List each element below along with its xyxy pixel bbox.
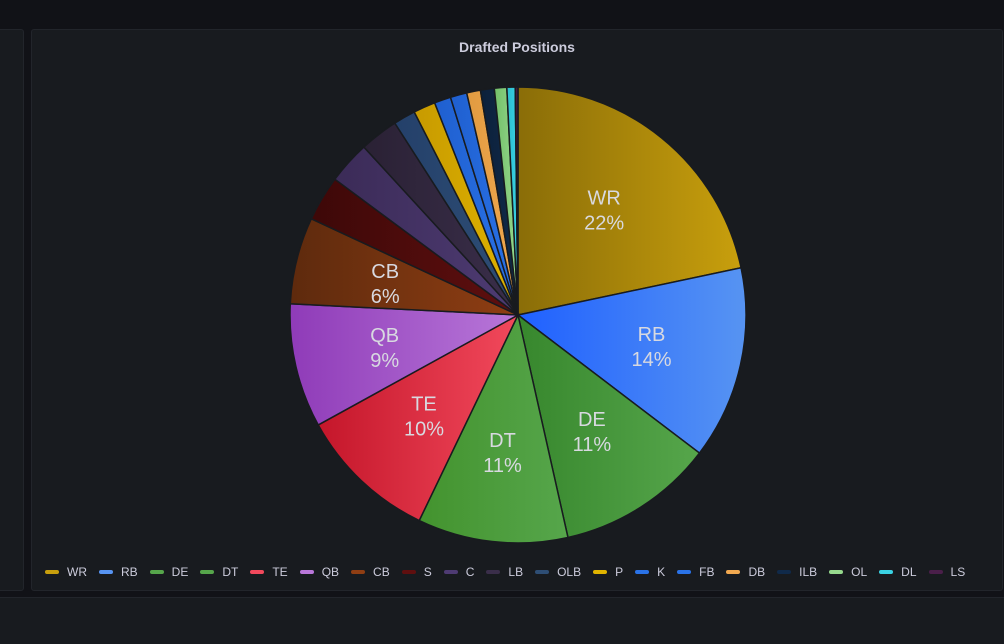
legend-item-fb[interactable]: FB (677, 565, 714, 579)
legend-label: K (657, 565, 666, 579)
legend-label: DE (171, 565, 189, 579)
slice-percent-cb: 6% (371, 286, 400, 308)
legend-swatch (250, 570, 265, 574)
slice-percent-de: 11% (573, 434, 612, 456)
legend-swatch (635, 570, 650, 574)
slice-percent-qb: 9% (370, 350, 399, 372)
slice-label-dt: DT (489, 430, 516, 452)
legend-item-c[interactable]: C (443, 565, 475, 579)
legend-swatch (99, 570, 113, 574)
legend-swatch (535, 570, 550, 574)
legend-item-wr[interactable]: WR (45, 565, 87, 579)
slice-label-cb: CB (371, 261, 399, 283)
pie-slice-wr[interactable] (517, 86, 742, 316)
slice-percent-rb: 14% (631, 349, 671, 371)
bottom-panel-strip (0, 597, 1004, 644)
legend-label: OL (851, 565, 868, 579)
chart-legend: WR RB DE DT TE QB CB S C LB OLB P K FB DB ILB OL DL LS (45, 565, 977, 579)
legend-label: OLB (557, 565, 582, 579)
pie-panel: Drafted Positions WR 22% RB 14% DE 11% DT 11% TE… (31, 29, 1003, 591)
adjacent-panel (0, 29, 24, 591)
slice-label-wr: WR (587, 188, 620, 210)
slice-percent-dt: 11% (483, 455, 522, 477)
slice-label-te: TE (411, 393, 437, 415)
legend-label: P (615, 565, 624, 579)
legend-item-olb[interactable]: OLB (535, 565, 581, 579)
pie-slice-de[interactable] (516, 313, 701, 539)
legend-label: LB (508, 565, 524, 579)
legend-label: S (423, 565, 432, 579)
legend-swatch (829, 570, 844, 574)
legend-label: TE (272, 565, 288, 579)
legend-item-dt[interactable]: DT (200, 565, 238, 579)
pie-slice-te[interactable] (317, 313, 520, 522)
legend-label: DB (748, 565, 766, 579)
pie-slice-rb[interactable] (516, 266, 747, 455)
legend-label: WR (67, 565, 87, 579)
slice-label-de: DE (578, 409, 606, 431)
legend-swatch (351, 570, 366, 574)
slice-percent-te: 10% (404, 418, 444, 440)
legend-swatch (299, 570, 314, 574)
legend-label: CB (373, 565, 390, 579)
legend-item-cb[interactable]: CB (351, 565, 390, 579)
legend-item-db[interactable]: DB (726, 565, 765, 579)
legend-label: FB (699, 565, 715, 579)
legend-swatch (879, 570, 894, 574)
legend-swatch (928, 570, 943, 574)
legend-item-ls[interactable]: LS (928, 565, 966, 579)
legend-swatch (726, 570, 741, 574)
legend-swatch (401, 570, 416, 574)
legend-swatch (677, 570, 692, 574)
legend-item-lb[interactable]: LB (486, 565, 523, 579)
legend-label: DT (222, 565, 239, 579)
legend-label: DL (901, 565, 917, 579)
legend-item-de[interactable]: DE (149, 565, 189, 579)
legend-label: LS (950, 565, 966, 579)
legend-swatch (486, 570, 501, 574)
legend-swatch (777, 570, 792, 574)
pie-chart: WR 22% RB 14% DE 11% DT 11% TE 10% QB 9% CB 6% (289, 86, 747, 544)
legend-swatch (200, 570, 215, 574)
legend-label: ILB (799, 565, 818, 579)
legend-item-p[interactable]: P (593, 565, 623, 579)
pie-slice-dt[interactable] (418, 312, 569, 544)
legend-label: C (465, 565, 475, 579)
slice-label-qb: QB (370, 325, 399, 347)
slice-label-rb: RB (638, 324, 666, 346)
panel-title: Drafted Positions (459, 39, 575, 55)
legend-swatch (149, 570, 164, 574)
pie-slice-ls[interactable] (514, 86, 519, 316)
slice-percent-wr: 22% (584, 213, 624, 235)
legend-item-te[interactable]: TE (250, 565, 288, 579)
legend-swatch (45, 570, 59, 574)
legend-item-s[interactable]: S (401, 565, 432, 579)
legend-item-dl[interactable]: DL (879, 565, 917, 579)
legend-item-rb[interactable]: RB (99, 565, 138, 579)
legend-swatch (593, 570, 608, 574)
legend-item-ilb[interactable]: ILB (777, 565, 817, 579)
legend-label: RB (121, 565, 138, 579)
legend-item-qb[interactable]: QB (299, 565, 340, 579)
pie-slice-qb[interactable] (289, 303, 521, 426)
legend-item-k[interactable]: K (635, 565, 665, 579)
legend-swatch (443, 570, 458, 574)
legend-item-ol[interactable]: OL (829, 565, 867, 579)
legend-label: QB (321, 565, 340, 579)
